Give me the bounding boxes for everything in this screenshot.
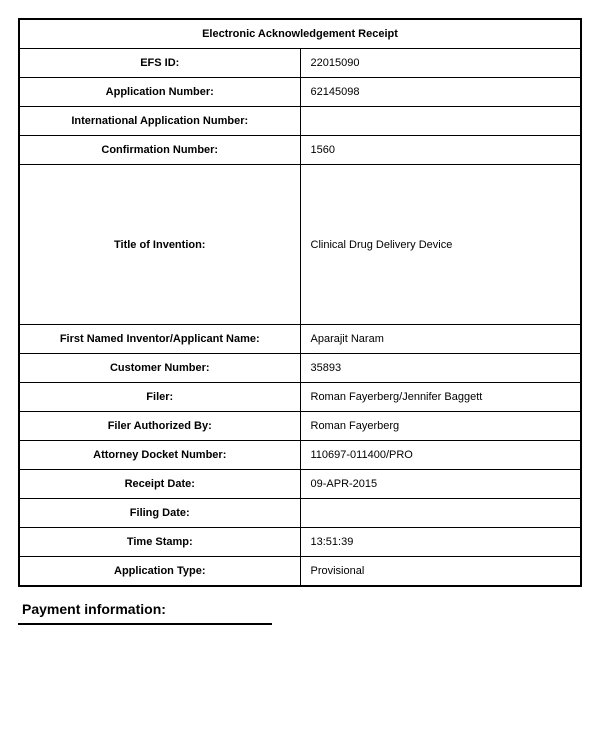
- row-value: Clinical Drug Delivery Device: [300, 165, 581, 325]
- row-label: Filer Authorized By:: [19, 412, 300, 441]
- table-row: Time Stamp:13:51:39: [19, 528, 581, 557]
- table-row: Filing Date:: [19, 499, 581, 528]
- row-label: First Named Inventor/Applicant Name:: [19, 325, 300, 354]
- table-row: Title of Invention:Clinical Drug Deliver…: [19, 165, 581, 325]
- table-row: Attorney Docket Number:110697-011400/PRO: [19, 441, 581, 470]
- row-value: [300, 107, 581, 136]
- title-row: Electronic Acknowledgement Receipt: [19, 19, 581, 49]
- row-value: 62145098: [300, 78, 581, 107]
- row-value: 110697-011400/PRO: [300, 441, 581, 470]
- document-title: Electronic Acknowledgement Receipt: [19, 19, 581, 49]
- row-label: Application Type:: [19, 557, 300, 587]
- row-label: Title of Invention:: [19, 165, 300, 325]
- row-label: Attorney Docket Number:: [19, 441, 300, 470]
- row-label: Filing Date:: [19, 499, 300, 528]
- table-row: EFS ID:22015090: [19, 49, 581, 78]
- table-row: First Named Inventor/Applicant Name:Apar…: [19, 325, 581, 354]
- table-row: International Application Number:: [19, 107, 581, 136]
- table-row: Customer Number:35893: [19, 354, 581, 383]
- payment-section-divider: [18, 623, 272, 625]
- row-value: 1560: [300, 136, 581, 165]
- table-row: Application Type:Provisional: [19, 557, 581, 587]
- row-label: Time Stamp:: [19, 528, 300, 557]
- row-label: EFS ID:: [19, 49, 300, 78]
- row-label: International Application Number:: [19, 107, 300, 136]
- row-value: Provisional: [300, 557, 581, 587]
- row-label: Application Number:: [19, 78, 300, 107]
- table-row: Application Number:62145098: [19, 78, 581, 107]
- row-value: Roman Fayerberg/Jennifer Baggett: [300, 383, 581, 412]
- table-row: Confirmation Number:1560: [19, 136, 581, 165]
- row-value: [300, 499, 581, 528]
- row-value: 13:51:39: [300, 528, 581, 557]
- payment-section-header: Payment information:: [18, 601, 582, 617]
- row-label: Customer Number:: [19, 354, 300, 383]
- table-row: Filer:Roman Fayerberg/Jennifer Baggett: [19, 383, 581, 412]
- receipt-table: Electronic Acknowledgement Receipt EFS I…: [18, 18, 582, 587]
- row-label: Filer:: [19, 383, 300, 412]
- table-row: Receipt Date:09-APR-2015: [19, 470, 581, 499]
- table-row: Filer Authorized By:Roman Fayerberg: [19, 412, 581, 441]
- row-value: Aparajit Naram: [300, 325, 581, 354]
- row-value: 35893: [300, 354, 581, 383]
- row-value: Roman Fayerberg: [300, 412, 581, 441]
- row-label: Confirmation Number:: [19, 136, 300, 165]
- row-value: 22015090: [300, 49, 581, 78]
- row-label: Receipt Date:: [19, 470, 300, 499]
- row-value: 09-APR-2015: [300, 470, 581, 499]
- receipt-table-body: Electronic Acknowledgement Receipt EFS I…: [19, 19, 581, 586]
